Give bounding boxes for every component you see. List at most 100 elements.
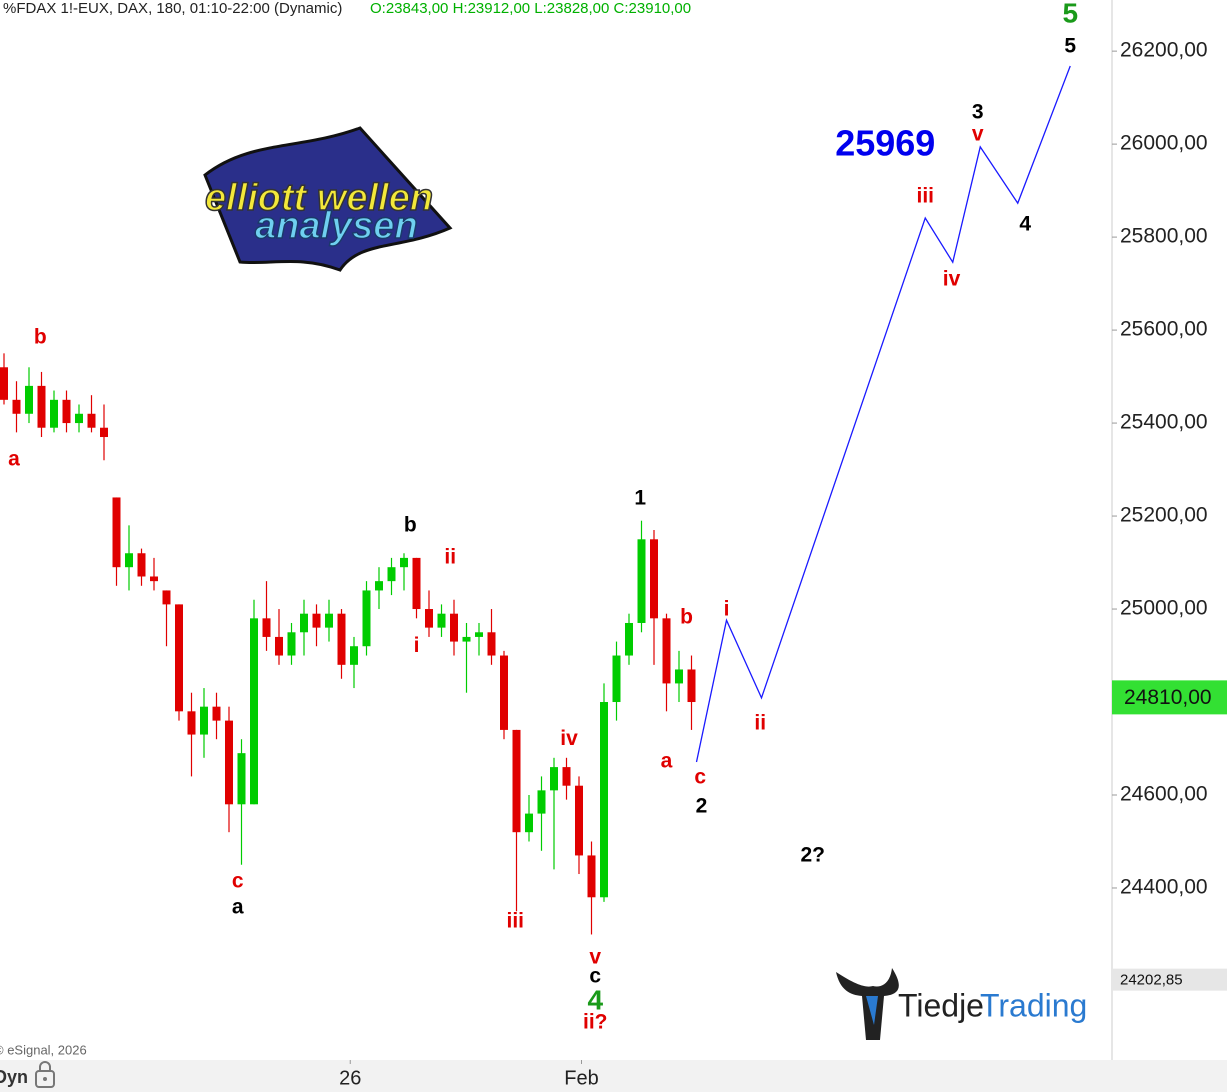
wave-label: v xyxy=(972,122,984,145)
candle-body xyxy=(362,590,371,647)
candle-body xyxy=(587,855,596,898)
candle-body xyxy=(137,553,146,577)
x-tick-label: Feb xyxy=(564,1067,598,1089)
candle-body xyxy=(675,669,683,684)
candle-body xyxy=(112,497,121,568)
logo-text: Tiedje xyxy=(898,987,984,1023)
wave-label: 4 xyxy=(1019,213,1031,236)
wave-label: 1 xyxy=(634,486,646,509)
candle-body xyxy=(687,669,696,703)
wave-label: b xyxy=(680,605,693,628)
wave-label: iii xyxy=(506,909,524,932)
time-axis-band xyxy=(0,1060,1227,1092)
candle-body xyxy=(75,413,83,424)
y-tick-label: 24400,00 xyxy=(1120,876,1208,899)
candle-body xyxy=(400,557,408,568)
y-tick-label: 26200,00 xyxy=(1120,39,1208,62)
wave-label: i xyxy=(414,634,420,657)
y-tick-label: 26000,00 xyxy=(1120,132,1208,155)
candle-body xyxy=(200,706,208,735)
candle-body xyxy=(237,753,246,805)
candle-body xyxy=(550,767,558,791)
candle-body xyxy=(350,646,358,665)
y-tick-label: 25800,00 xyxy=(1120,225,1208,248)
candle-body xyxy=(50,399,58,428)
wave-label: a xyxy=(232,896,244,919)
copyright: © eSignal, 2026 xyxy=(0,1042,87,1057)
candle-body xyxy=(300,613,308,633)
candle-body xyxy=(37,385,46,428)
candle-body xyxy=(500,655,508,730)
footer-label: Dyn xyxy=(0,1067,28,1087)
price-marker xyxy=(1112,968,1227,991)
wave-label: 2 xyxy=(696,795,708,818)
logo-text: analysen xyxy=(255,205,418,247)
wave-label: a xyxy=(661,750,673,773)
y-tick-label: 25200,00 xyxy=(1120,504,1208,527)
candle-body xyxy=(450,613,458,642)
candle-body xyxy=(125,553,133,568)
wave-label: 5 xyxy=(1062,0,1078,28)
wave-label: ii? xyxy=(583,1010,608,1033)
candle-body xyxy=(662,618,671,684)
candle-body xyxy=(525,813,533,833)
wave-label: ii xyxy=(754,711,766,734)
wave-label: ii xyxy=(444,545,456,568)
y-tick-label: 25400,00 xyxy=(1120,411,1208,434)
header-ohlc: O:23843,00 H:23912,00 L:23828,00 C:23910… xyxy=(370,0,691,17)
price-marker-label: 24202,85 xyxy=(1120,972,1183,989)
candle-body xyxy=(312,613,321,628)
candle-body xyxy=(162,590,171,605)
candle-body xyxy=(425,609,433,628)
header-symbol: ' %FDAX 1!-EUX, DAX, 180, 01:10-22:00 (D… xyxy=(0,0,342,17)
wave-label: iv xyxy=(943,267,961,290)
wave-label: 25969 xyxy=(835,122,935,163)
candle-body xyxy=(175,604,183,712)
candle-body xyxy=(462,636,471,642)
wave-label: a xyxy=(8,447,20,470)
logo-text: elliott wellen xyxy=(205,177,433,219)
candle-body xyxy=(25,385,33,414)
wave-label: iv xyxy=(560,727,578,750)
wave-label: v xyxy=(589,946,601,969)
candle-body xyxy=(100,427,108,438)
wave-label: i xyxy=(724,598,730,621)
candle-body xyxy=(337,613,346,665)
candle-body xyxy=(87,413,96,428)
candle-body xyxy=(375,581,383,591)
wave-label: 4 xyxy=(587,984,603,1015)
price-marker-label: 24810,00 xyxy=(1124,686,1212,709)
candle-body xyxy=(487,632,496,656)
wave-label: iii xyxy=(916,185,934,208)
price-marker xyxy=(1112,680,1227,715)
candle-body xyxy=(62,399,71,424)
elliott-logo: elliott wellen analysen xyxy=(203,126,453,272)
candle-body xyxy=(0,367,8,400)
candle-body xyxy=(262,618,271,637)
candle-body xyxy=(575,785,583,856)
candle-body xyxy=(600,702,608,898)
y-tick-label: 25000,00 xyxy=(1120,597,1208,620)
candle-body xyxy=(387,567,396,582)
candle-body xyxy=(275,636,283,656)
candle-body xyxy=(475,632,483,637)
candle-body xyxy=(12,399,21,414)
y-tick-label: 24600,00 xyxy=(1120,783,1208,806)
candle-body xyxy=(650,539,658,619)
wave-label: c xyxy=(589,964,601,987)
candle-body xyxy=(437,613,446,628)
candle-body xyxy=(512,729,521,833)
candle-body xyxy=(537,790,546,814)
tiedje-logo: Tiedje Trading xyxy=(836,968,1087,1040)
wave-label: c xyxy=(694,765,706,788)
x-tick-label: 26 xyxy=(339,1067,361,1089)
candle-body xyxy=(212,706,221,721)
wave-label: c xyxy=(232,869,244,892)
candle-body xyxy=(250,618,258,805)
wave-label: b xyxy=(34,326,47,349)
wave-label: 2? xyxy=(800,843,825,866)
wave-label: 5 xyxy=(1064,35,1076,58)
plot-area xyxy=(0,0,1112,1060)
